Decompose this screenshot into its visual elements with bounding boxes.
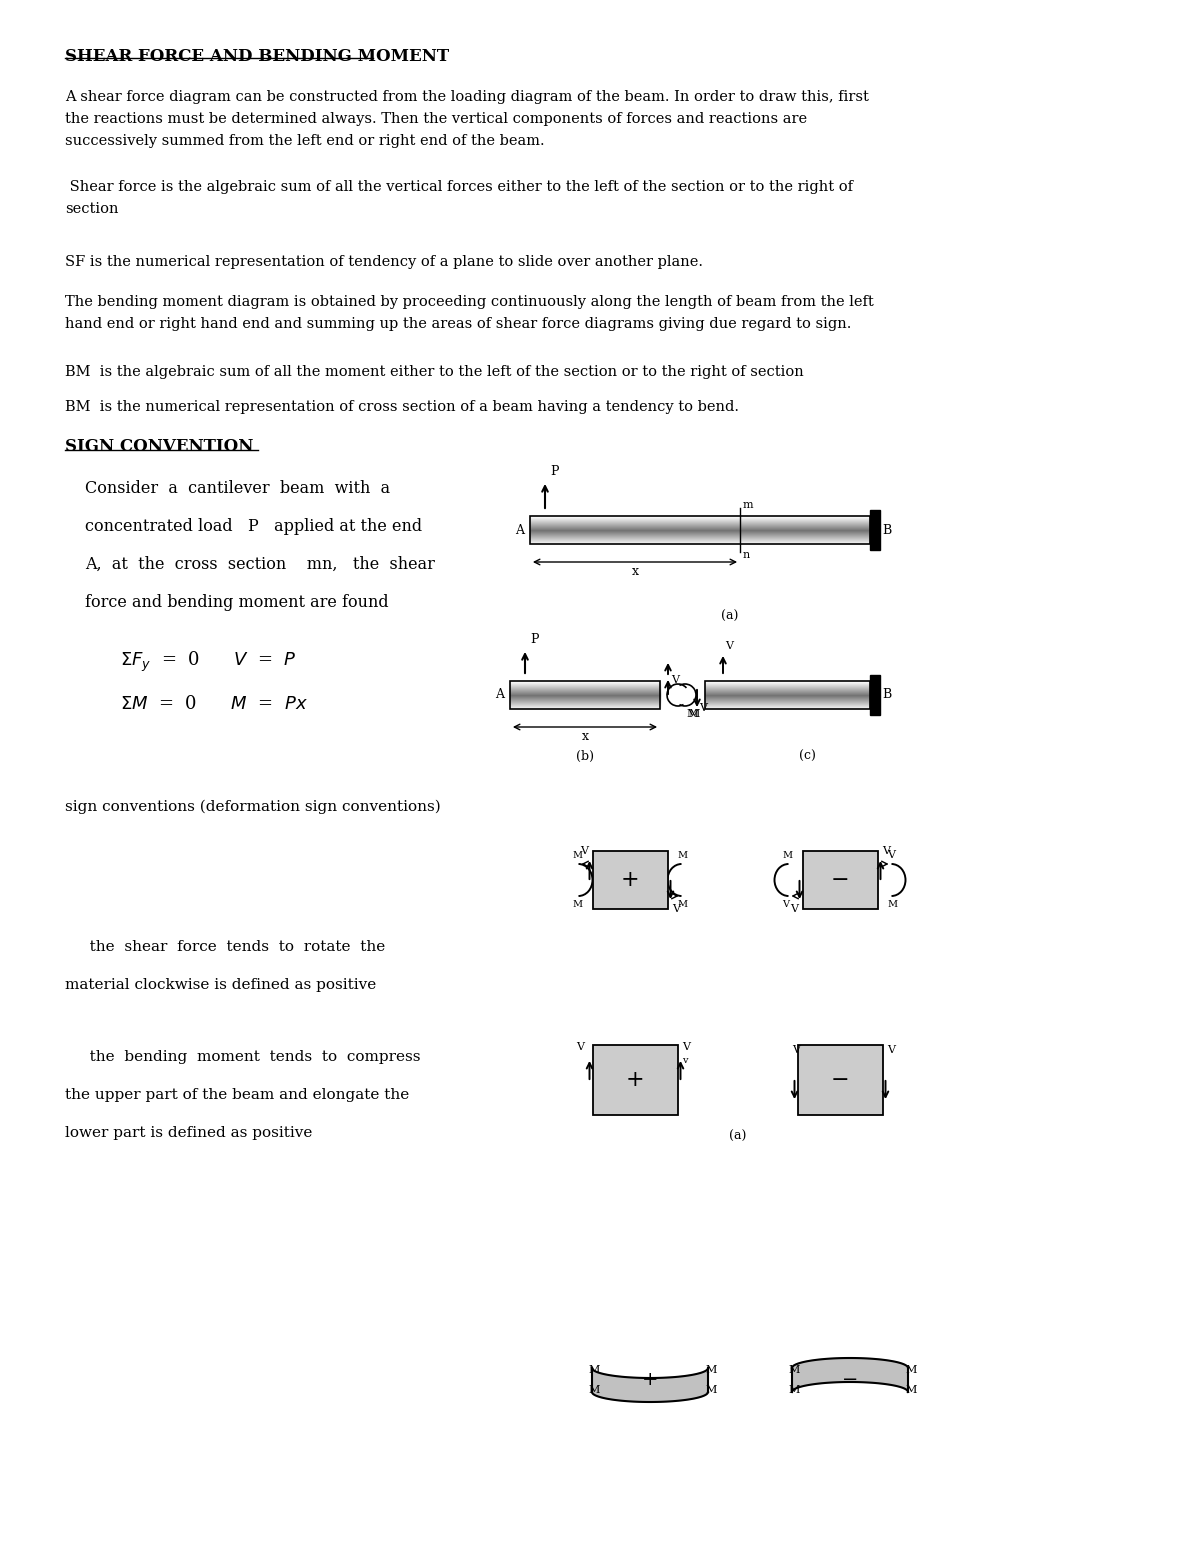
Polygon shape <box>592 1368 708 1402</box>
Text: V: V <box>888 849 895 860</box>
Bar <box>870 676 880 714</box>
Text: A: A <box>496 688 504 702</box>
Text: A,  at  the  cross  section    mn,   the  shear: A, at the cross section mn, the shear <box>85 556 434 573</box>
Text: (b): (b) <box>576 750 594 763</box>
Text: V: V <box>725 641 733 651</box>
Text: x: x <box>631 565 638 578</box>
Text: $\Sigma F_y$  =  0      $V$  =  $P$: $\Sigma F_y$ = 0 $V$ = $P$ <box>120 651 296 674</box>
Text: M: M <box>888 901 898 909</box>
Text: +: + <box>620 870 640 891</box>
Text: (c): (c) <box>799 750 816 763</box>
Bar <box>530 516 870 544</box>
Text: M: M <box>588 1385 599 1395</box>
Text: M: M <box>686 710 697 719</box>
Text: Consider  a  cantilever  beam  with  a: Consider a cantilever beam with a <box>85 480 390 497</box>
Bar <box>803 851 877 909</box>
Text: V: V <box>882 846 890 856</box>
Text: M: M <box>706 1365 716 1374</box>
Text: n: n <box>743 550 750 561</box>
Text: the upper part of the beam and elongate the: the upper part of the beam and elongate … <box>65 1089 409 1103</box>
Text: V: V <box>792 1045 800 1054</box>
Text: −: − <box>830 870 850 891</box>
Text: M: M <box>678 851 688 860</box>
Text: (a): (a) <box>721 610 739 623</box>
Bar <box>706 682 870 710</box>
Text: sign conventions (deformation sign conventions): sign conventions (deformation sign conve… <box>65 800 440 814</box>
Text: M: M <box>706 1385 716 1395</box>
Bar <box>798 1045 882 1115</box>
Text: B: B <box>882 688 892 702</box>
Bar <box>510 682 660 710</box>
Text: SF is the numerical representation of tendency of a plane to slide over another : SF is the numerical representation of te… <box>65 255 703 269</box>
Text: M: M <box>688 710 700 719</box>
Text: P: P <box>530 634 539 646</box>
Text: M: M <box>905 1385 917 1395</box>
Text: The bending moment diagram is obtained by proceeding continuously along the leng: The bending moment diagram is obtained b… <box>65 295 874 309</box>
Text: the  shear  force  tends  to  rotate  the: the shear force tends to rotate the <box>74 940 385 954</box>
Bar <box>593 851 667 909</box>
Text: M: M <box>572 901 583 909</box>
Text: V: V <box>581 846 588 856</box>
Text: M: M <box>572 851 583 860</box>
Text: M: M <box>678 901 688 909</box>
Text: V: V <box>888 1045 895 1054</box>
Text: M: M <box>905 1365 917 1374</box>
Text: m: m <box>743 500 754 509</box>
Text: v: v <box>683 1056 688 1065</box>
Bar <box>593 1045 678 1115</box>
Text: SHEAR FORCE AND BENDING MOMENT: SHEAR FORCE AND BENDING MOMENT <box>65 48 449 65</box>
Text: V: V <box>672 904 680 915</box>
Text: concentrated load   P   applied at the end: concentrated load P applied at the end <box>85 519 422 534</box>
Text: BM  is the numerical representation of cross section of a beam having a tendency: BM is the numerical representation of cr… <box>65 401 739 415</box>
Text: M: M <box>788 1385 799 1395</box>
Text: hand end or right hand end and summing up the areas of shear force diagrams givi: hand end or right hand end and summing u… <box>65 317 851 331</box>
Text: SIGN CONVENTION: SIGN CONVENTION <box>65 438 253 455</box>
Text: +: + <box>642 1371 659 1388</box>
Text: V: V <box>576 1042 584 1051</box>
Text: V: V <box>782 901 790 909</box>
Text: M: M <box>588 1365 599 1374</box>
Text: material clockwise is defined as positive: material clockwise is defined as positiv… <box>65 978 377 992</box>
Text: A shear force diagram can be constructed from the loading diagram of the beam. I: A shear force diagram can be constructed… <box>65 90 869 104</box>
Text: lower part is defined as positive: lower part is defined as positive <box>65 1126 312 1140</box>
Text: −: − <box>842 1371 858 1388</box>
Bar <box>870 509 880 550</box>
Text: M: M <box>782 851 793 860</box>
Text: −: − <box>830 1068 850 1092</box>
Text: P: P <box>550 464 558 478</box>
Text: V: V <box>671 676 679 685</box>
Text: section: section <box>65 202 119 216</box>
Text: M: M <box>788 1365 799 1374</box>
Text: the  bending  moment  tends  to  compress: the bending moment tends to compress <box>74 1050 420 1064</box>
Text: A: A <box>515 523 524 536</box>
Text: BM  is the algebraic sum of all the moment either to the left of the section or : BM is the algebraic sum of all the momen… <box>65 365 804 379</box>
Text: V: V <box>791 904 798 915</box>
Text: (a): (a) <box>728 1131 746 1143</box>
Text: V: V <box>683 1042 690 1051</box>
Text: the reactions must be determined always. Then the vertical components of forces : the reactions must be determined always.… <box>65 112 808 126</box>
Text: x: x <box>582 730 588 742</box>
Text: successively summed from the left end or right end of the beam.: successively summed from the left end or… <box>65 134 545 148</box>
Text: V: V <box>698 704 707 713</box>
Text: Shear force is the algebraic sum of all the vertical forces either to the left o: Shear force is the algebraic sum of all … <box>65 180 853 194</box>
Polygon shape <box>792 1357 908 1391</box>
Text: +: + <box>625 1068 644 1092</box>
Text: $\Sigma M$  =  0      $M$  =  $Px$: $\Sigma M$ = 0 $M$ = $Px$ <box>120 696 308 713</box>
Text: B: B <box>882 523 892 536</box>
Text: force and bending moment are found: force and bending moment are found <box>85 593 389 610</box>
